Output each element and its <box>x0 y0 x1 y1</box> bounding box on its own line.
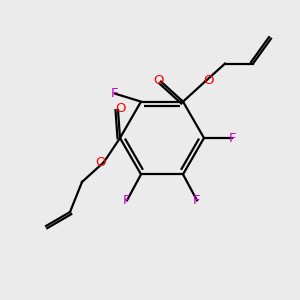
Text: O: O <box>153 74 163 87</box>
Text: F: F <box>193 194 201 207</box>
Text: O: O <box>95 157 105 169</box>
Text: F: F <box>111 87 119 100</box>
Text: F: F <box>123 194 131 207</box>
Text: O: O <box>115 101 125 115</box>
Text: F: F <box>228 131 236 145</box>
Text: O: O <box>203 74 213 87</box>
